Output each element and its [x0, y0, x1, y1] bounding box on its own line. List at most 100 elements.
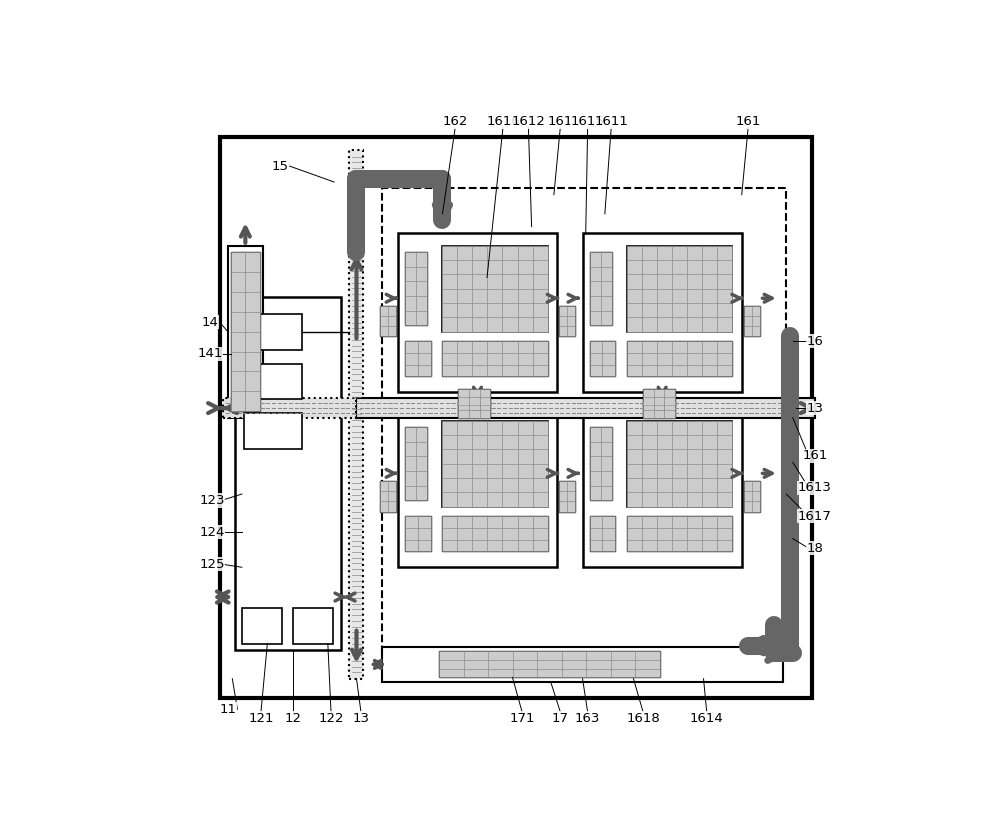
Bar — [627, 421, 732, 507]
Bar — [687, 318, 702, 332]
Bar — [657, 342, 672, 353]
Bar — [590, 428, 612, 500]
Bar — [488, 669, 513, 677]
Bar — [382, 189, 786, 657]
Bar — [502, 289, 518, 303]
Bar — [642, 421, 657, 435]
Text: 16: 16 — [807, 335, 823, 347]
Bar — [702, 464, 717, 478]
Bar — [601, 296, 612, 311]
Bar — [601, 442, 612, 457]
Bar — [231, 252, 260, 411]
Bar — [717, 275, 732, 289]
Bar — [627, 516, 732, 552]
Text: 1615: 1615 — [571, 115, 605, 128]
Bar — [664, 389, 675, 397]
Bar — [590, 296, 601, 311]
Bar — [502, 421, 518, 435]
Bar — [687, 260, 702, 275]
Bar — [702, 492, 717, 507]
Bar — [472, 492, 487, 507]
Bar — [513, 669, 537, 677]
Bar — [601, 457, 612, 471]
Bar — [220, 137, 812, 698]
Bar — [717, 540, 732, 552]
Bar — [687, 303, 702, 318]
Bar — [717, 365, 732, 376]
Bar — [518, 464, 533, 478]
Bar — [457, 435, 472, 450]
Bar — [231, 391, 245, 411]
Bar — [502, 450, 518, 464]
Bar — [231, 292, 245, 312]
Text: 17: 17 — [552, 712, 569, 724]
Bar — [643, 402, 654, 409]
Text: 15: 15 — [272, 160, 289, 173]
Text: 125: 125 — [199, 557, 225, 571]
Bar — [418, 528, 431, 540]
Bar — [472, 318, 487, 332]
Bar — [472, 528, 487, 540]
Bar — [590, 528, 602, 540]
Bar — [627, 435, 642, 450]
Bar — [642, 464, 657, 478]
Bar — [744, 491, 752, 501]
Bar — [513, 652, 537, 660]
Bar — [458, 389, 490, 405]
Bar — [457, 246, 472, 260]
Bar — [635, 660, 660, 669]
Bar — [657, 464, 672, 478]
Bar — [405, 516, 431, 552]
Bar — [245, 371, 260, 391]
Text: 1613: 1613 — [798, 481, 832, 495]
Bar — [245, 391, 260, 411]
Bar — [487, 246, 502, 260]
Bar — [657, 492, 672, 507]
Bar — [559, 306, 575, 337]
Bar — [405, 252, 416, 267]
Bar — [717, 516, 732, 528]
Bar — [502, 464, 518, 478]
Bar — [702, 421, 717, 435]
Bar — [439, 669, 464, 677]
Bar — [244, 364, 302, 399]
Bar — [752, 501, 760, 512]
Bar — [567, 501, 575, 512]
Bar — [418, 342, 431, 353]
Bar — [590, 516, 615, 552]
Bar — [398, 408, 557, 567]
Bar — [388, 306, 396, 316]
Bar — [672, 450, 687, 464]
Bar — [590, 267, 601, 281]
Bar — [518, 318, 533, 332]
Bar — [533, 450, 548, 464]
Bar — [702, 260, 717, 275]
Bar — [642, 353, 657, 365]
Bar — [442, 342, 548, 376]
Bar — [744, 481, 760, 512]
Bar — [388, 327, 396, 337]
Bar — [627, 246, 732, 332]
Bar — [537, 669, 562, 677]
Bar — [388, 501, 396, 512]
Bar — [627, 342, 732, 376]
Bar — [717, 421, 732, 435]
Bar — [457, 275, 472, 289]
Bar — [533, 342, 548, 353]
Bar — [469, 409, 480, 418]
Bar — [487, 260, 502, 275]
Bar — [627, 365, 642, 376]
Bar — [687, 421, 702, 435]
Bar — [687, 353, 702, 365]
Text: 12: 12 — [284, 712, 301, 724]
Bar — [388, 491, 396, 501]
Bar — [627, 353, 642, 365]
Bar — [480, 409, 490, 418]
Bar — [442, 492, 457, 507]
Bar — [472, 260, 487, 275]
Bar — [405, 267, 416, 281]
Bar — [513, 660, 537, 669]
Bar — [487, 342, 502, 353]
Bar — [664, 402, 675, 409]
Bar — [702, 342, 717, 353]
